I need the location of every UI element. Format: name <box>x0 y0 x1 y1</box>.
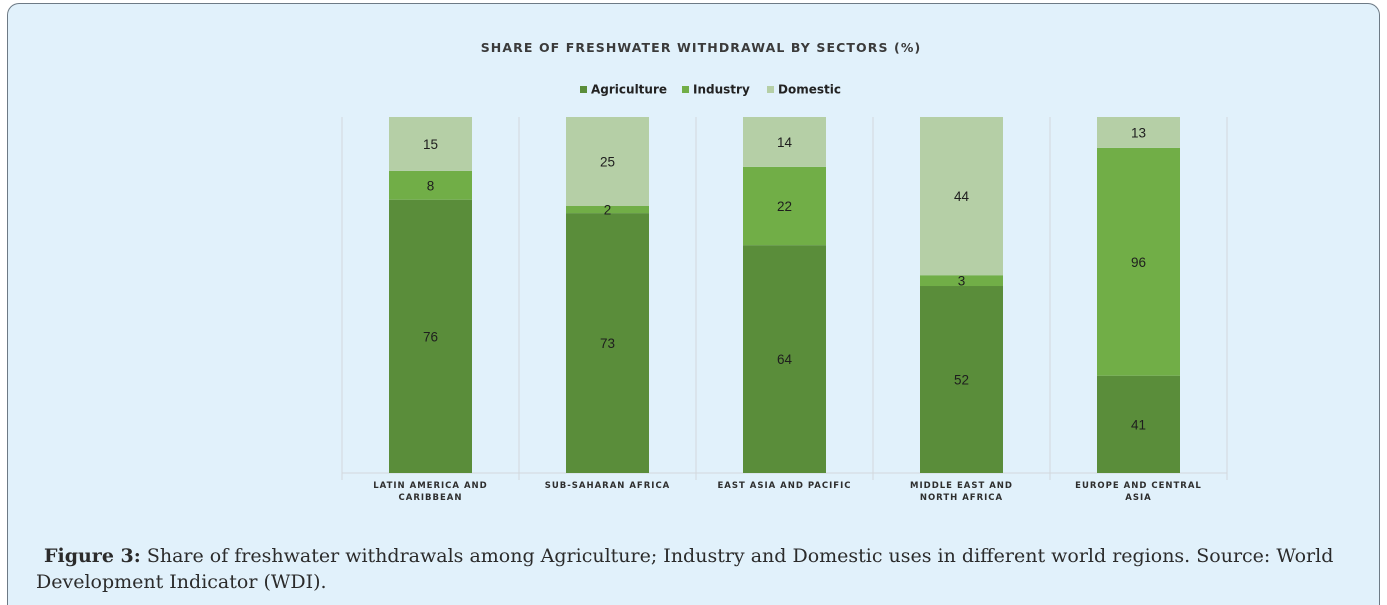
bar-agriculture-1 <box>566 213 649 473</box>
bar-domestic-0 <box>389 117 472 171</box>
x-tick-label: EAST ASIA AND PACIFIC <box>717 481 851 491</box>
stacked-bar-chart: SHARE OF FRESHWATER WITHDRAWAL BY SECTOR… <box>341 40 1228 503</box>
bar-agriculture-3 <box>920 286 1003 473</box>
data-label-industry-4: 96 <box>1131 255 1146 270</box>
x-tick-label: EUROPE AND CENTRAL <box>1075 481 1202 491</box>
bar-agriculture-0 <box>389 199 472 473</box>
x-tick-label: LATIN AMERICA AND <box>373 481 487 491</box>
figure-caption: Figure 3: Share of freshwater withdrawal… <box>36 543 1381 595</box>
data-labels: 76 8 15 73 2 25 64 22 14 52 3 44 41 96 13 <box>423 125 1146 432</box>
data-label-industry-3: 3 <box>958 274 966 289</box>
legend-swatch-agriculture <box>580 86 587 93</box>
legend: Agriculture Industry Domestic <box>580 83 841 97</box>
bar-industry-0 <box>389 170 472 200</box>
data-label-domestic-2: 14 <box>777 135 793 150</box>
data-label-agriculture-3: 52 <box>954 373 969 388</box>
caption-text: Share of freshwater withdrawals among Ag… <box>36 545 1334 593</box>
data-label-agriculture-1: 73 <box>600 336 615 351</box>
legend-label-agriculture: Agriculture <box>591 83 667 97</box>
data-label-domestic-4: 13 <box>1131 125 1146 140</box>
bars <box>389 117 1180 473</box>
x-tick-label: SUB-SAHARAN AFRICA <box>545 481 671 491</box>
figure-frame: SHARE OF FRESHWATER WITHDRAWAL BY SECTOR… <box>7 3 1380 605</box>
bar-domestic-1 <box>566 117 649 206</box>
data-label-industry-2: 22 <box>777 199 792 214</box>
data-label-domestic-3: 44 <box>954 189 970 204</box>
data-label-agriculture-0: 76 <box>423 329 438 344</box>
data-label-agriculture-2: 64 <box>777 352 793 367</box>
legend-label-industry: Industry <box>693 83 750 97</box>
x-tick-label: CARIBBEAN <box>399 493 463 503</box>
legend-swatch-industry <box>682 86 689 93</box>
bar-domestic-4 <box>1097 117 1180 148</box>
bar-industry-2 <box>743 166 826 246</box>
data-label-industry-1: 2 <box>604 203 612 218</box>
caption-label: Figure 3: <box>44 545 141 567</box>
x-tick-label: MIDDLE EAST AND <box>910 481 1013 491</box>
bar-domestic-2 <box>743 117 826 167</box>
bar-industry-3 <box>920 275 1003 287</box>
bar-agriculture-2 <box>743 245 826 473</box>
bar-industry-1 <box>566 206 649 214</box>
bar-domestic-3 <box>920 117 1003 276</box>
legend-label-domestic: Domestic <box>778 83 841 97</box>
bar-agriculture-4 <box>1097 375 1180 473</box>
x-tick-label: ASIA <box>1125 493 1151 503</box>
data-label-domestic-0: 15 <box>423 137 438 152</box>
legend-swatch-domestic <box>767 86 774 93</box>
data-label-domestic-1: 25 <box>600 155 615 170</box>
data-label-industry-0: 8 <box>427 178 435 193</box>
chart-title: SHARE OF FRESHWATER WITHDRAWAL BY SECTOR… <box>481 40 922 55</box>
x-axis: LATIN AMERICA AND CARIBBEAN SUB-SAHARAN AF… <box>373 481 1202 503</box>
data-label-agriculture-4: 41 <box>1131 417 1146 432</box>
x-tick-label: NORTH AFRICA <box>920 493 1003 503</box>
bar-industry-4 <box>1097 147 1180 376</box>
